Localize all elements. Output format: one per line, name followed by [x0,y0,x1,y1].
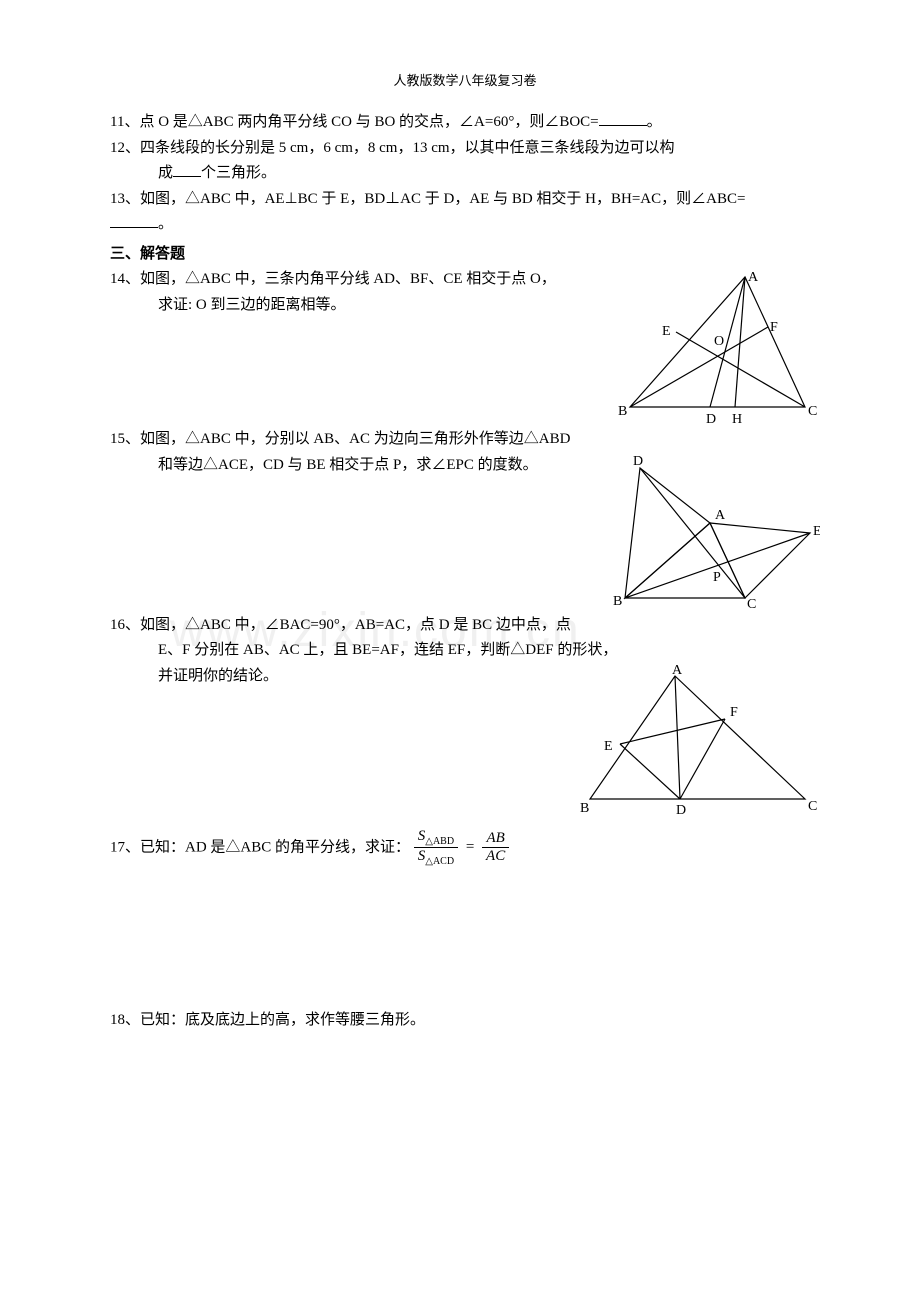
label-H: H [732,412,742,427]
question-13-line1: 13、如图，△ABC 中，AE⊥BC 于 E，BD⊥AC 于 D，AE 与 BD… [110,187,820,213]
label-C: C [747,597,756,612]
q11-tail: 。 [647,114,662,130]
label-E: E [813,524,820,539]
label-C: C [808,799,817,814]
label-A: A [715,508,726,523]
question-12-line1: 12、四条线段的长分别是 5 cm，6 cm，8 cm，13 cm，以其中任意三… [110,136,820,162]
label-O: O [714,334,724,349]
page-header: 人教版数学八年级复习卷 [110,70,820,92]
figure-14: A B C E F O D H [610,267,820,427]
q14-line2: 求证: O 到三边的距离相等。 [110,293,610,319]
blank-line [173,163,201,178]
label-B: B [618,404,627,419]
label-B: B [613,594,622,609]
blank-line [599,112,647,127]
question-16: 并证明你的结论。 A F E B D C [110,664,820,814]
frac-sub1: △ABD [425,836,454,847]
label-F: F [730,705,738,720]
fraction-left: S△ABD S△ACD [414,828,458,868]
question-13-line2: 。 [110,212,820,238]
label-D: D [633,454,643,469]
label-C: C [808,404,817,419]
q15-line1: 15、如图，△ABC 中，分别以 AB、AC 为边向三角形外作等边△ABD [110,427,820,453]
frac-den2: AC [482,848,509,865]
question-18: 18、已知：底及底边上的高，求作等腰三角形。 [110,1008,820,1034]
q15-line2: 和等边△ACE，CD 与 BE 相交于点 P，求∠EPC 的度数。 [110,453,595,479]
frac-subd1: △ACD [425,856,454,867]
question-14: 14、如图，△ABC 中，三条内角平分线 AD、BF、CE 相交于点 O， 求证… [110,267,820,427]
question-15: 和等边△ACE，CD 与 BE 相交于点 P，求∠EPC 的度数。 D A E … [110,453,820,613]
label-P: P [713,570,721,585]
question-17: 17、已知：AD 是△ABC 的角平分线，求证： S△ABD S△ACD = A… [110,828,820,868]
equals-sign: = [462,839,478,855]
q13-tail: 。 [158,216,173,232]
q12c: 个三角形。 [201,165,276,181]
q14-line1: 14、如图，△ABC 中，三条内角平分线 AD、BF、CE 相交于点 O， [110,267,610,293]
label-F: F [770,320,778,335]
label-A: A [748,270,759,285]
frac-num2: AB [482,830,509,848]
label-B: B [580,801,589,814]
q16-line3: 并证明你的结论。 [110,664,580,690]
label-E: E [662,324,671,339]
question-11: 11、点 O 是△ABC 两内角平分线 CO 与 BO 的交点，∠A=60°，则… [110,110,820,136]
label-D: D [676,803,686,814]
label-D: D [706,412,716,427]
blank-line [110,214,158,229]
label-A: A [672,664,683,678]
label-E: E [604,739,613,754]
q17-text: 17、已知：AD 是△ABC 的角平分线，求证： [110,839,410,855]
section-3-title: 三、解答题 [110,242,820,268]
q16-line1: 16、如图，△ABC 中，∠BAC=90°，AB=AC，点 D 是 BC 边中点… [110,613,820,639]
q11-text: 11、点 O 是△ABC 两内角平分线 CO 与 BO 的交点，∠A=60°，则… [110,114,599,130]
question-12-line2: 成 个三角形。 [110,161,820,187]
q12b: 成 [158,165,173,181]
figure-16: A F E B D C [580,664,820,814]
fraction-right: AB AC [482,830,509,866]
figure-15: D A E B C P [595,453,820,613]
q16-line2: E、F 分别在 AB、AC 上，且 BE=AF，连结 EF，判断△DEF 的形状… [110,638,820,664]
